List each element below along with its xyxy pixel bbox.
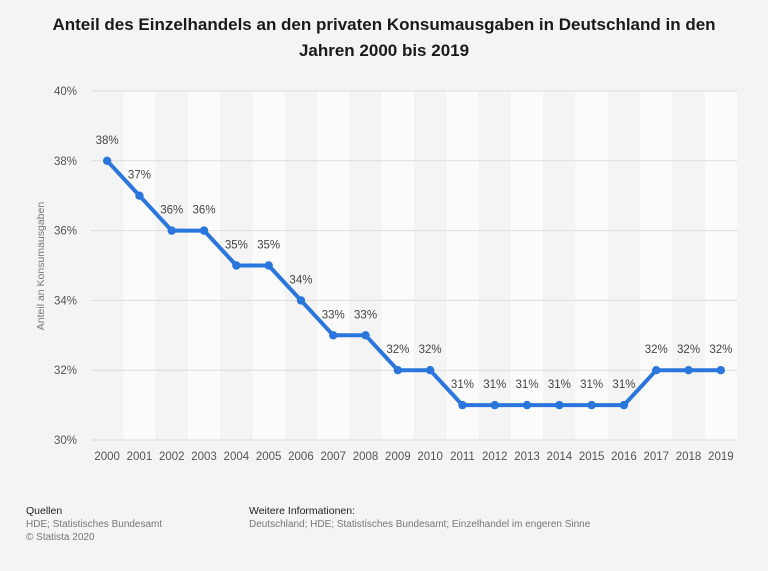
data-label: 36%: [160, 205, 183, 217]
column-band: [123, 91, 156, 440]
data-point: [684, 366, 693, 375]
column-bands: [123, 91, 737, 440]
data-point: [425, 366, 435, 375]
chart-title: Anteil des Einzelhandels an den privaten…: [52, 15, 716, 60]
x-tick-label: 2014: [547, 451, 573, 463]
data-label: 31%: [548, 379, 571, 391]
x-tick-label: 2015: [579, 451, 605, 463]
y-tick-label: 32%: [54, 365, 77, 377]
data-label: 35%: [225, 240, 248, 252]
data-point: [458, 400, 467, 410]
column-band: [575, 91, 608, 440]
y-axis-ticks: 30% 32% 34% 36% 38% 40%: [54, 86, 77, 447]
column-band: [704, 91, 737, 440]
data-label: 31%: [516, 379, 539, 391]
sources-block: Quellen HDE; Statistisches Bundesamt © S…: [26, 505, 162, 544]
info-text: Deutschland; HDE; Statistisches Bundesam…: [249, 519, 591, 530]
column-band: [381, 91, 414, 440]
data-label: 35%: [257, 240, 280, 252]
data-label: 31%: [451, 379, 474, 391]
data-label: 37%: [128, 170, 151, 182]
data-point: [102, 156, 112, 165]
x-tick-label: 2001: [127, 451, 153, 463]
data-label: 32%: [386, 344, 409, 356]
y-tick-label: 36%: [54, 226, 77, 238]
y-tick-label: 40%: [54, 86, 77, 98]
x-tick-label: 2003: [191, 451, 217, 463]
series-line: [105, 158, 723, 408]
data-point: [652, 366, 661, 375]
y-tick-label: 34%: [54, 295, 77, 307]
data-label: 32%: [645, 344, 668, 356]
data-labels: 38% 37% 36% 36% 35% 35% 34% 33% 33% 32% 32% 31% 31% 3…: [96, 135, 733, 391]
x-tick-label: 2009: [385, 451, 411, 463]
data-point: [393, 366, 403, 375]
data-point: [361, 331, 370, 340]
y-tick-label: 30%: [54, 435, 77, 447]
x-tick-label: 2005: [256, 451, 282, 463]
data-label: 33%: [354, 309, 377, 321]
data-point: [199, 226, 209, 235]
data-label: 32%: [709, 344, 732, 356]
data-label: 34%: [289, 274, 312, 286]
info-heading: Weitere Informationen:: [249, 505, 356, 517]
x-tick-label: 2017: [643, 451, 669, 463]
x-tick-label: 2012: [482, 451, 508, 463]
x-tick-label: 2004: [224, 451, 250, 463]
data-label: 36%: [193, 205, 216, 217]
data-point: [167, 226, 176, 235]
data-label: 31%: [580, 379, 603, 391]
y-tick-label: 38%: [54, 156, 77, 168]
data-point: [716, 366, 726, 375]
x-tick-label: 2013: [514, 451, 540, 463]
gridlines: [91, 90, 737, 441]
data-points: [102, 156, 726, 410]
x-tick-label: 2016: [611, 451, 637, 463]
data-point: [329, 331, 338, 340]
data-point: [522, 400, 532, 410]
x-axis-ticks: 2000 2001 2002 2003 2004 2005 2006 2007 2008 2009…: [94, 451, 733, 463]
x-tick-label: 2011: [450, 451, 475, 463]
data-point: [135, 191, 144, 200]
data-label: 38%: [96, 135, 119, 147]
data-point: [555, 400, 564, 410]
column-band: [446, 91, 479, 440]
column-band: [510, 91, 544, 440]
x-tick-label: 2019: [708, 451, 734, 463]
data-label: 31%: [612, 379, 635, 391]
data-point: [619, 400, 629, 410]
data-label: 31%: [483, 379, 506, 391]
data-point: [232, 261, 241, 270]
data-point: [587, 400, 596, 410]
x-tick-label: 2008: [353, 451, 379, 463]
data-label: 32%: [419, 344, 442, 356]
copyright-text: © Statista 2020: [26, 532, 95, 543]
data-point: [296, 296, 306, 305]
column-band: [317, 91, 350, 440]
info-block: Weitere Informationen: Deutschland; HDE;…: [249, 505, 590, 531]
data-label: 33%: [322, 309, 345, 321]
x-tick-label: 2002: [159, 451, 185, 463]
sources-text: HDE; Statistisches Bundesamt: [26, 519, 163, 530]
data-label: 32%: [677, 344, 700, 356]
x-tick-label: 2006: [288, 451, 314, 463]
data-point: [490, 400, 499, 410]
sources-heading: Quellen: [26, 505, 63, 517]
y-axis-label: Anteil an Konsumausgaben: [35, 202, 47, 331]
column-band: [187, 91, 221, 440]
data-point: [264, 261, 273, 270]
column-band: [640, 91, 673, 440]
x-tick-label: 2010: [417, 451, 443, 463]
x-tick-label: 2018: [676, 451, 702, 463]
x-tick-label: 2007: [320, 451, 346, 463]
x-tick-label: 2000: [94, 451, 120, 463]
